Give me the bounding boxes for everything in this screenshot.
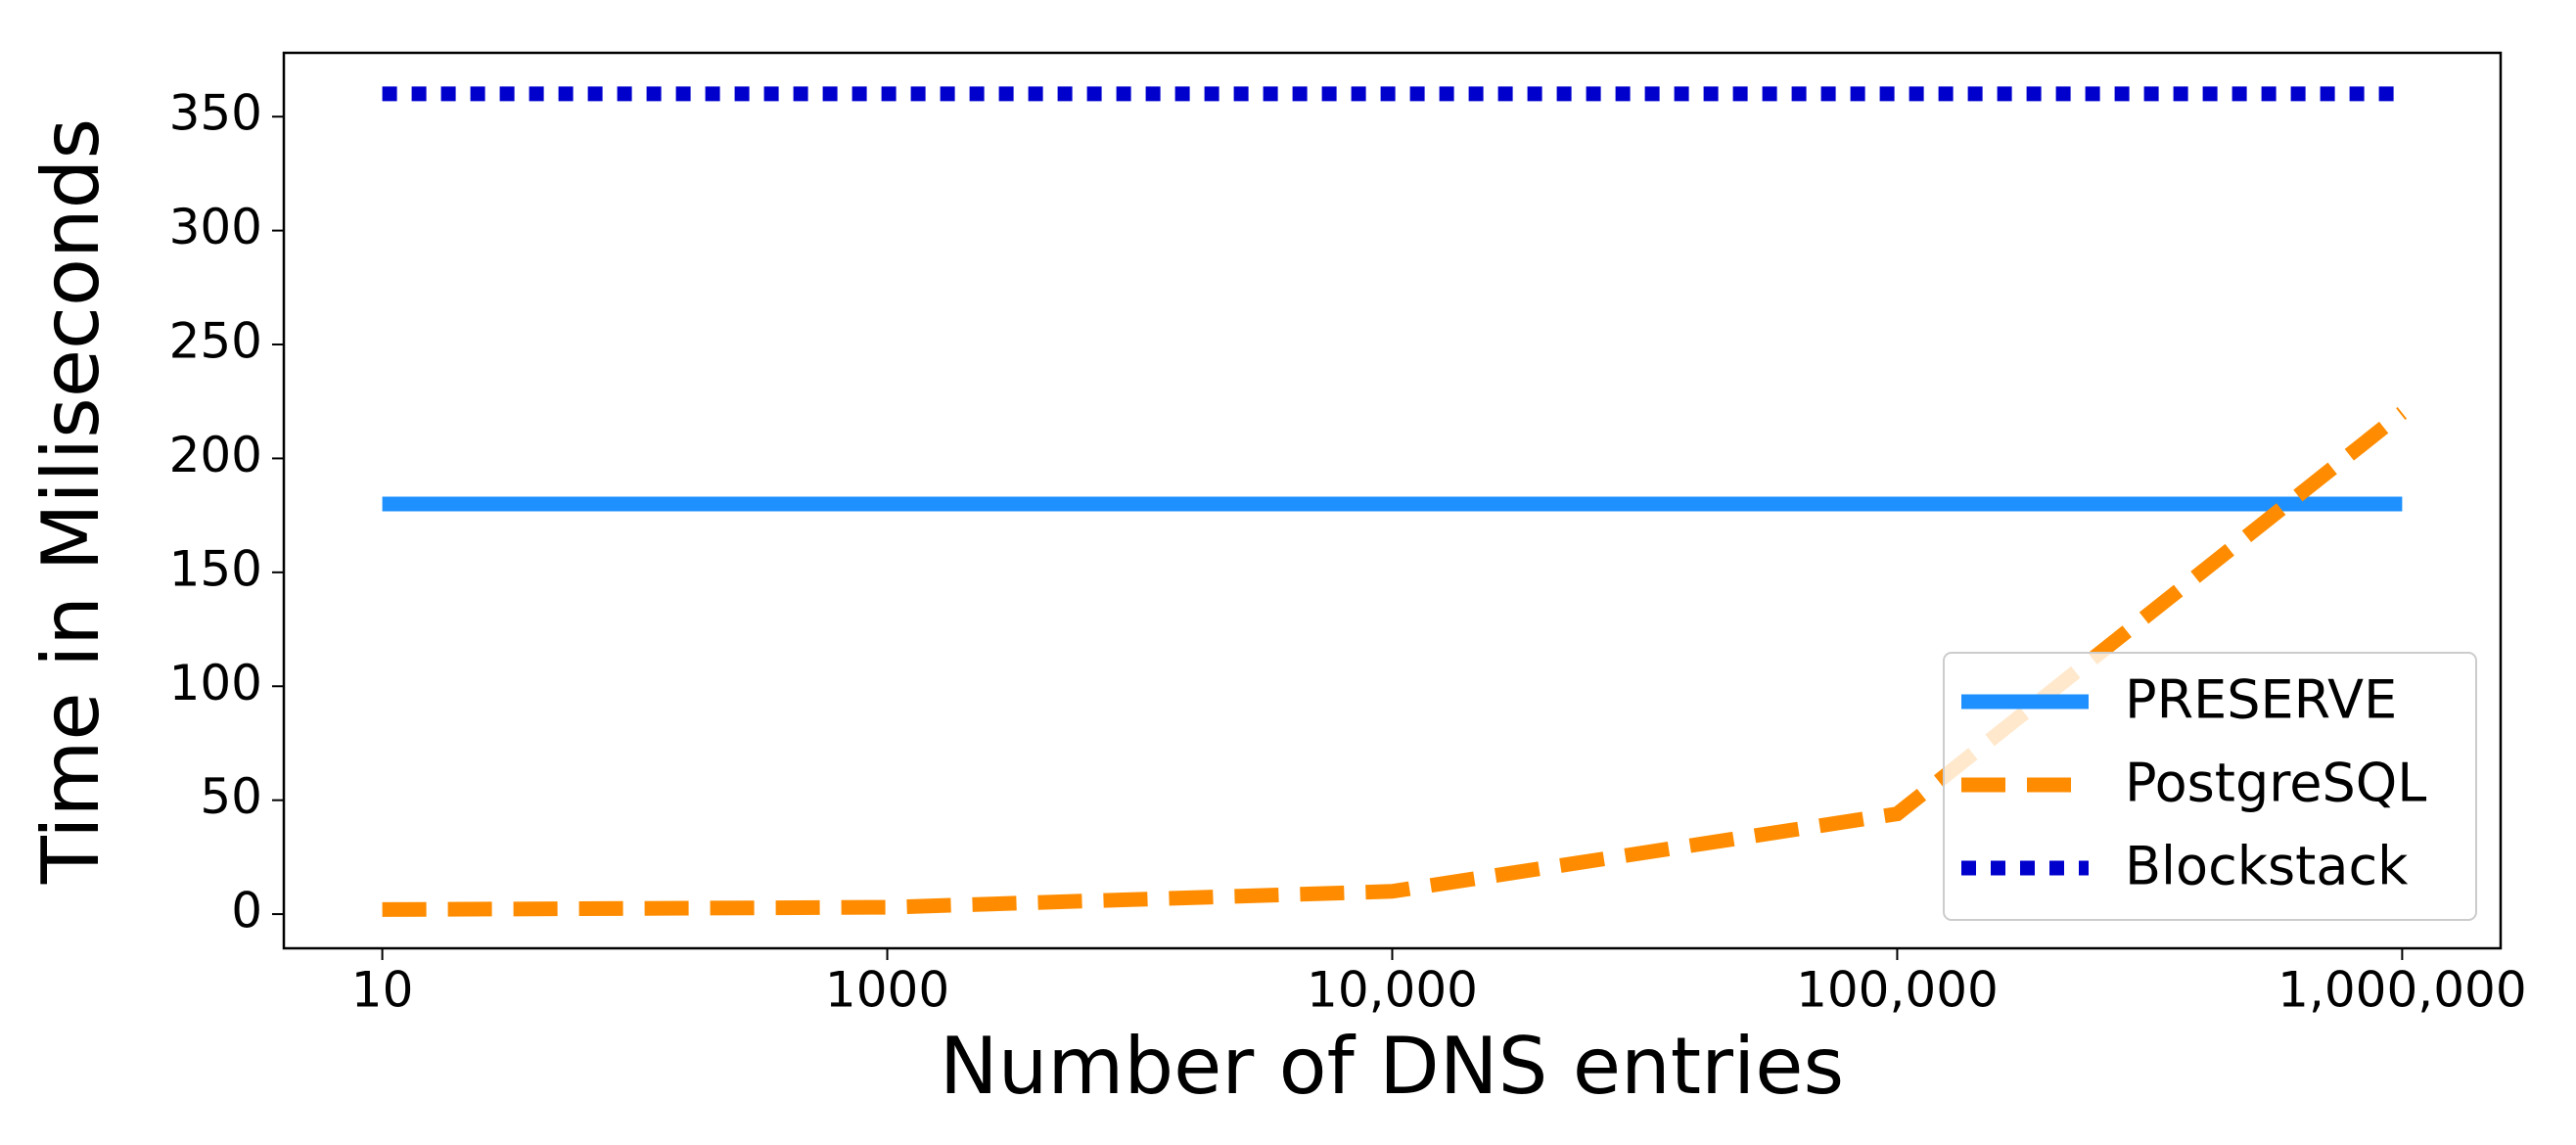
plot-frame (282, 51, 2503, 950)
y-tick-label: 350 (169, 85, 262, 142)
x-tick-label: 10,000 (1307, 962, 1478, 1019)
legend-label: PostgreSQL (2125, 753, 2426, 814)
y-tick-label: 250 (169, 313, 262, 370)
legend: PRESERVE PostgreSQL Blockstack (1943, 652, 2477, 921)
y-axis-label: Time in Miliseconds (25, 118, 116, 885)
legend-label: Blockstack (2125, 836, 2409, 897)
y-tick-label: 0 (231, 883, 262, 939)
x-axis-label: Number of DNS entries (940, 1021, 1844, 1112)
legend-label: PRESERVE (2125, 669, 2397, 731)
x-tick-label: 10 (351, 962, 414, 1019)
y-tick-label: 50 (200, 768, 262, 825)
y-tick-label: 300 (169, 199, 262, 255)
legend-box (1943, 652, 2477, 921)
x-tick-label: 1,000,000 (2277, 962, 2526, 1019)
x-tick-label: 1000 (825, 962, 949, 1019)
y-tick-label: 150 (169, 540, 262, 597)
y-tick-label: 100 (169, 655, 262, 711)
x-tick-label: 100,000 (1796, 962, 1999, 1019)
y-tick-label: 200 (169, 427, 262, 483)
